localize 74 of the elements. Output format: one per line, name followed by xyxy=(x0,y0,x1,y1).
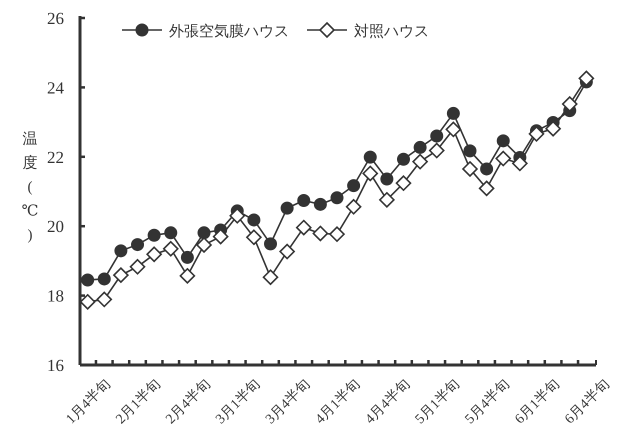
y-tick-label: 24 xyxy=(47,78,64,98)
x-tick-label: 3月1半旬 xyxy=(212,376,264,428)
point xyxy=(446,122,462,138)
x-tick-label: 5月4半旬 xyxy=(462,376,513,428)
point xyxy=(180,268,196,284)
point xyxy=(496,134,510,148)
point xyxy=(478,180,494,196)
point xyxy=(362,166,378,182)
point xyxy=(81,273,94,286)
point xyxy=(562,96,578,112)
x-tick-label: 1月4半旬 xyxy=(62,376,114,428)
point xyxy=(380,172,394,186)
point xyxy=(446,106,460,120)
point xyxy=(296,220,312,236)
point xyxy=(495,150,512,166)
point xyxy=(131,238,144,252)
point xyxy=(347,179,360,192)
point xyxy=(148,228,161,242)
point xyxy=(180,250,194,264)
point xyxy=(545,120,561,136)
x-tick-label: 2月1半旬 xyxy=(112,376,164,428)
point xyxy=(130,259,146,275)
y-tick-label: 22 xyxy=(47,148,64,167)
point xyxy=(480,162,494,176)
point xyxy=(396,152,410,166)
point xyxy=(246,230,262,246)
x-tick-label: 3月4半旬 xyxy=(262,376,314,428)
y-tick-label: 20 xyxy=(47,217,64,236)
point xyxy=(396,175,412,191)
point xyxy=(428,142,445,158)
x-tick-label: 4月1半旬 xyxy=(312,376,364,428)
point xyxy=(314,198,327,211)
point xyxy=(364,150,377,164)
x-tick-label: 5月1半旬 xyxy=(412,376,463,428)
x-tick-label: 4月4半旬 xyxy=(362,376,414,428)
y-tick-label: 16 xyxy=(47,356,64,375)
point xyxy=(578,70,594,86)
point xyxy=(430,129,444,142)
point xyxy=(114,244,128,258)
point xyxy=(463,144,476,158)
legend-label: 対照ハウス xyxy=(354,23,429,40)
point xyxy=(212,228,228,244)
point xyxy=(512,156,528,172)
x-tick-label: 6月4半旬 xyxy=(562,376,613,428)
point xyxy=(414,140,427,154)
point xyxy=(113,267,129,283)
point xyxy=(412,154,428,170)
point xyxy=(312,226,328,242)
point xyxy=(96,292,112,308)
point xyxy=(262,269,278,286)
point xyxy=(346,198,362,215)
point xyxy=(247,213,260,226)
point xyxy=(198,226,211,240)
y-tick-label: 26 xyxy=(47,9,64,28)
point xyxy=(162,240,179,257)
point xyxy=(379,192,395,208)
x-tick-label: 2月4半旬 xyxy=(162,376,214,428)
y-axis-title: 温度(℃) xyxy=(22,130,38,244)
point xyxy=(146,246,162,262)
x-tick-label: 6月1半旬 xyxy=(512,376,563,428)
point xyxy=(280,202,294,215)
point xyxy=(462,161,478,177)
y-tick-label: 18 xyxy=(47,286,64,306)
point xyxy=(196,237,212,253)
legend-label: 外張空気膜ハウス xyxy=(169,23,289,40)
point xyxy=(98,272,111,286)
point xyxy=(330,191,344,204)
point xyxy=(528,126,544,142)
point xyxy=(80,294,96,310)
point xyxy=(279,244,295,260)
point xyxy=(329,226,345,242)
point xyxy=(264,237,278,250)
point xyxy=(297,194,310,208)
point xyxy=(164,226,178,240)
